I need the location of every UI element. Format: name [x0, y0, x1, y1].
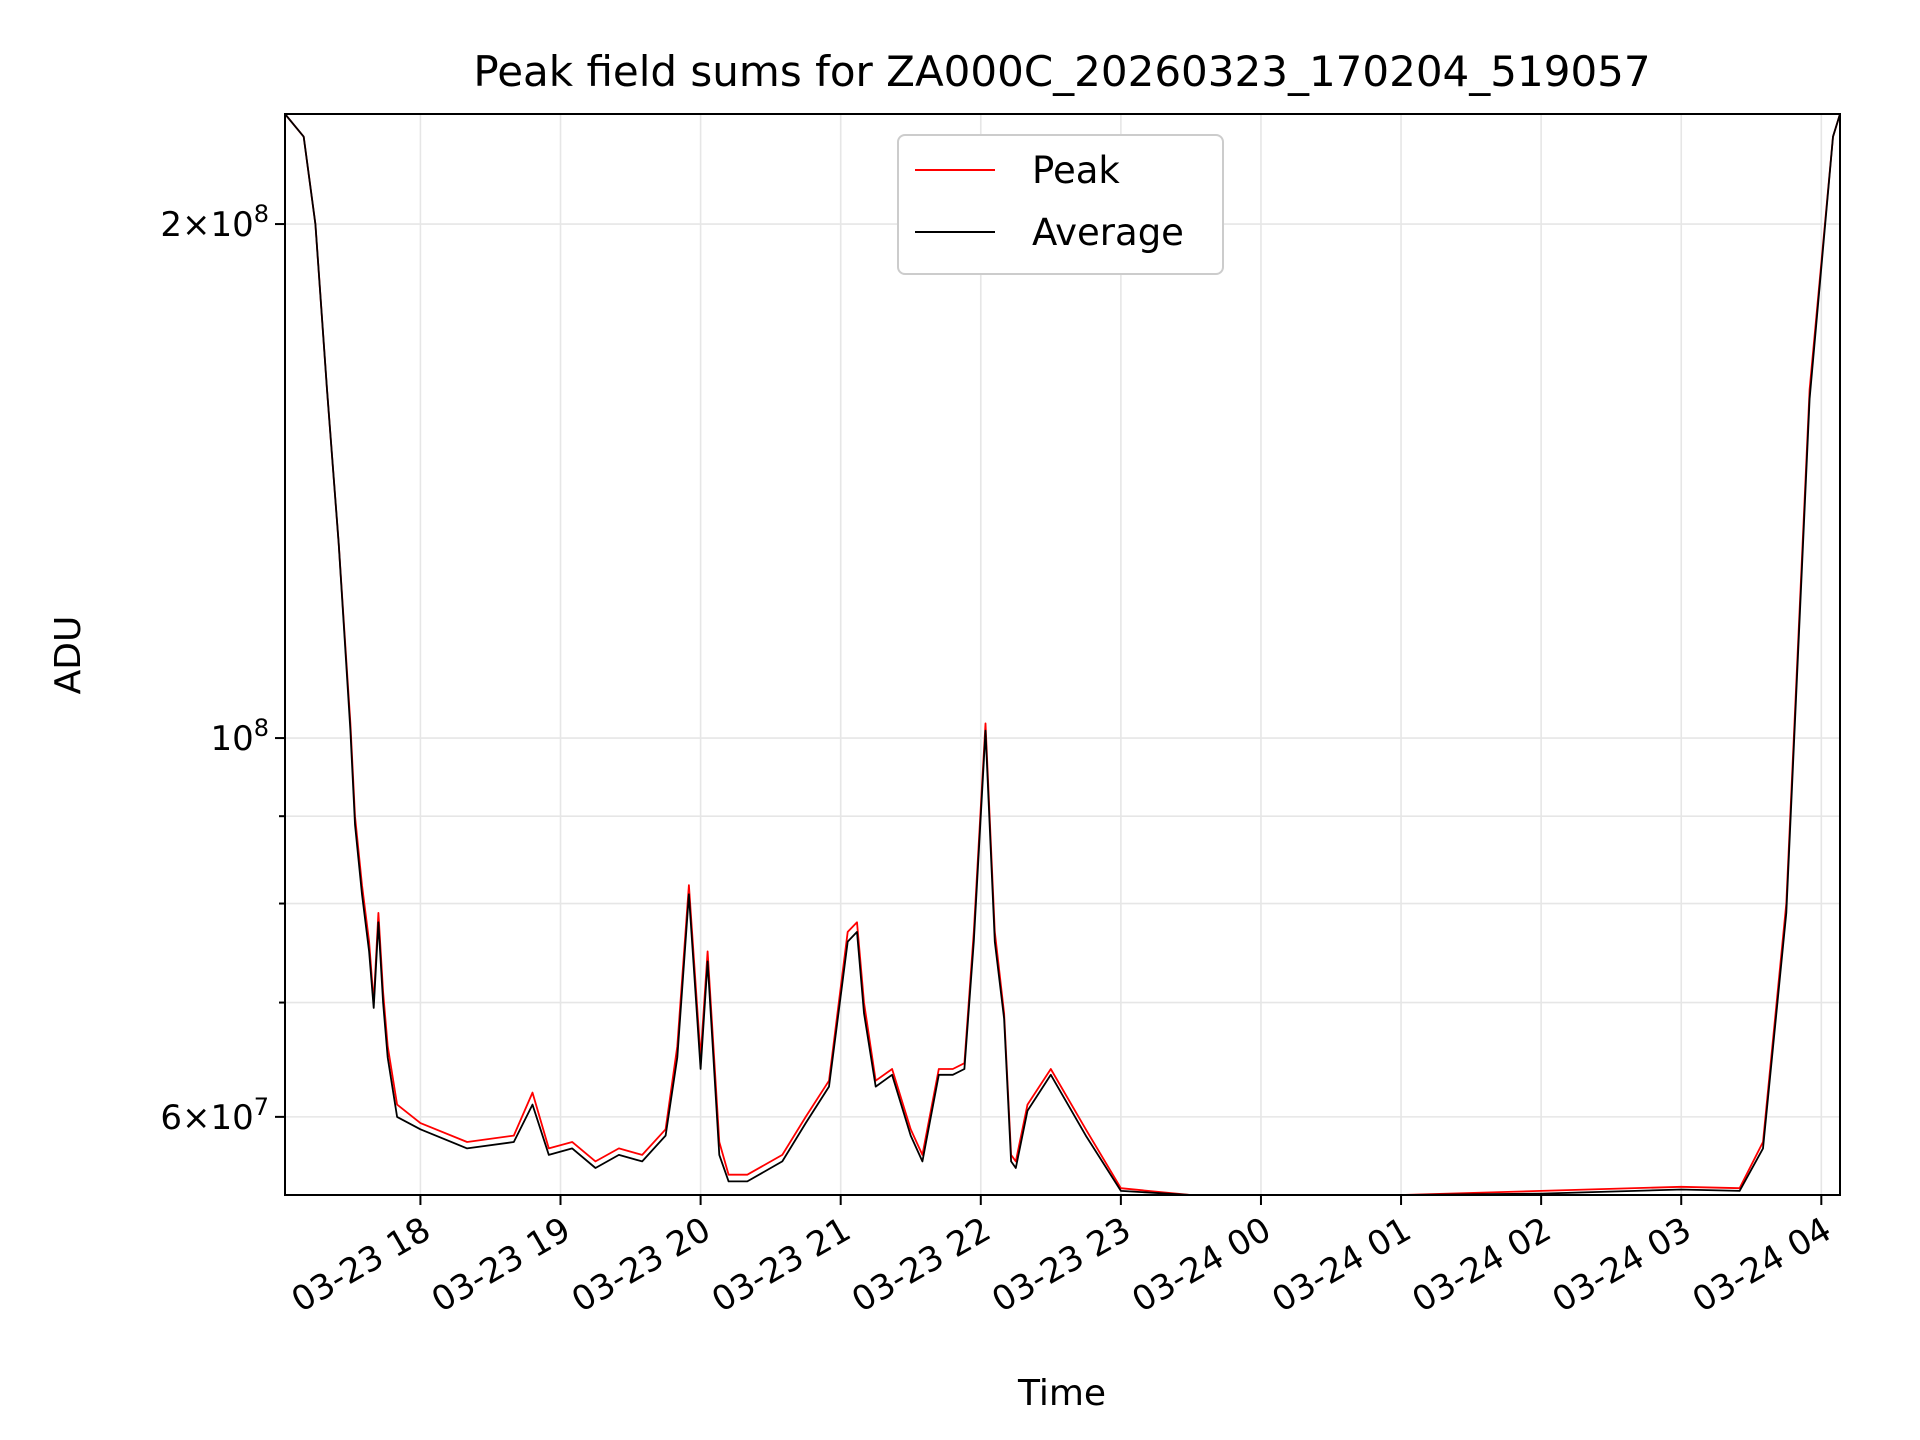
plot-frame: [284, 113, 1841, 1196]
y-tick-label: 108: [210, 714, 269, 759]
series-line-average: [284, 113, 1841, 1196]
x-axis-label: Time: [1017, 1373, 1106, 1414]
legend: Peak Average: [897, 134, 1224, 275]
y-axis-label: ADU: [48, 616, 89, 695]
y-tick-label: 2×108: [160, 200, 269, 245]
chart-title: Peak field sums for ZA000C_20260323_1702…: [473, 47, 1650, 96]
y-tick-label: 6×107: [160, 1093, 269, 1138]
grid: [285, 114, 1840, 1195]
series-layer: [284, 113, 1841, 1196]
legend-label-peak: Peak: [1032, 149, 1120, 192]
legend-label-average: Average: [1032, 211, 1184, 254]
